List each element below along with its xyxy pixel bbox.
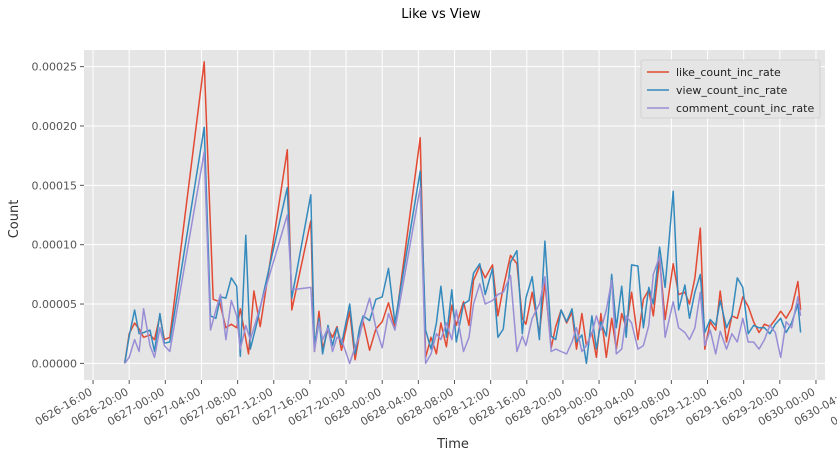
series-line-2 (123, 126, 802, 365)
y-tick-label: 0.00005 (32, 298, 78, 311)
legend-box (640, 59, 821, 119)
y-tick-label: 0.00000 (32, 357, 78, 370)
x-axis-label: Time (436, 437, 469, 452)
chart-title: Like vs View (401, 7, 481, 22)
y-tick-label: 0.00020 (32, 120, 78, 133)
data-series (123, 61, 802, 365)
y-tick-label: 0.00025 (32, 61, 78, 74)
legend-label: comment_count_inc_rate (676, 102, 814, 115)
y-tick-label: 0.00010 (32, 239, 78, 252)
y-axis-label: Count (7, 200, 22, 239)
x-axis-ticks: 0626-16:000626-20:000627-00:000627-04:00… (33, 380, 837, 428)
y-axis-ticks: 0.00000 0.00005 0.00010 0.00015 0.00020 0.000… (32, 61, 84, 370)
legend-label: view_count_inc_rate (676, 84, 788, 97)
legend-label: like_count_inc_rate (676, 66, 781, 79)
series-line-3 (124, 151, 802, 365)
legend: like_count_inc_rate view_count_inc_rateco… (640, 59, 821, 119)
y-tick-label: 0.00015 (32, 179, 78, 192)
